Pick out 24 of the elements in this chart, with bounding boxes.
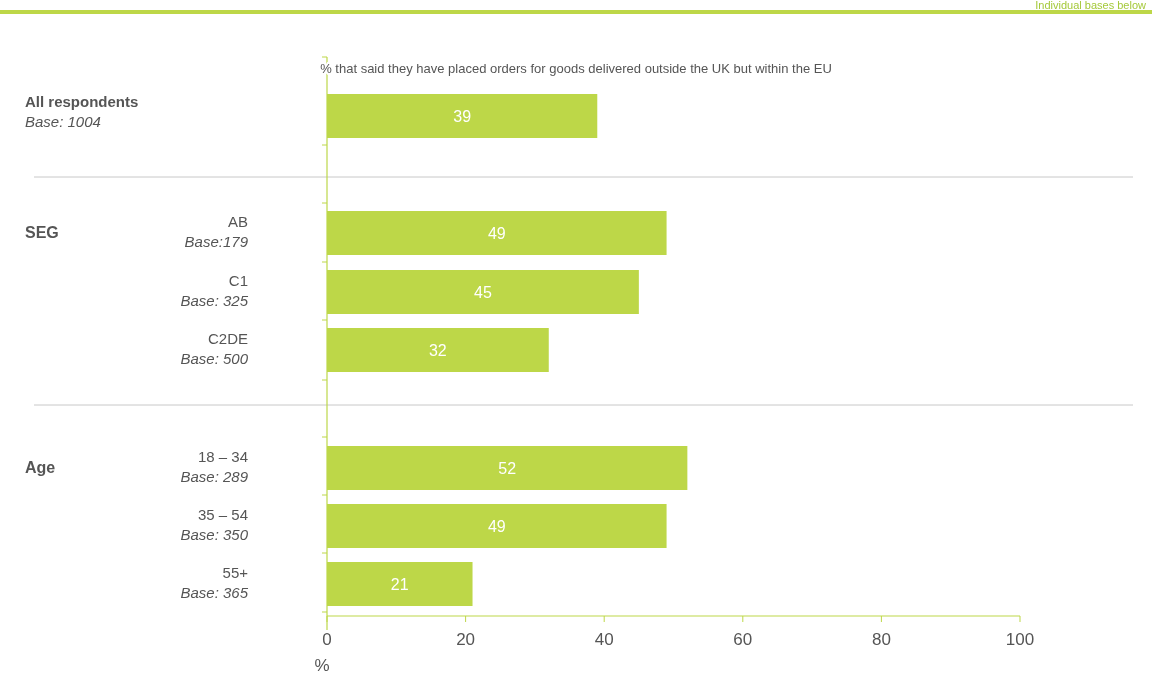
data-label: 52 <box>498 460 517 477</box>
data-label: 21 <box>390 576 409 593</box>
data-label: 49 <box>487 225 506 242</box>
y-tick-label: C2DE Base: 500 <box>180 330 249 367</box>
y-tick-label: AB Base:179 <box>184 213 249 250</box>
data-label: 32 <box>428 342 447 359</box>
x-tick-label: 0 <box>322 630 332 649</box>
text: All respondents Base: 1004 <box>25 93 139 130</box>
y-tick-label: 55+ Base: 365 <box>180 564 249 601</box>
x-axis-title: % <box>314 656 330 673</box>
data-label: 45 <box>474 284 492 301</box>
y-tick-label: 35 – 54 Base: 350 <box>180 506 249 543</box>
text: Individual bases below <box>1035 0 1147 11</box>
text: Age <box>25 459 56 476</box>
text: SEG <box>25 224 59 241</box>
y-tick-label: 18 – 34 Base: 289 <box>180 448 249 485</box>
x-tick-label: 20 <box>456 630 476 649</box>
data-label: 49 <box>487 518 506 535</box>
y-tick-label: C1 Base: 325 <box>180 272 249 309</box>
x-tick-label: 100 <box>1005 630 1035 649</box>
data-label: 39 <box>453 108 472 125</box>
x-tick-label: 40 <box>594 630 614 649</box>
x-tick-label: 80 <box>871 630 891 649</box>
x-tick-label: 60 <box>733 630 753 649</box>
